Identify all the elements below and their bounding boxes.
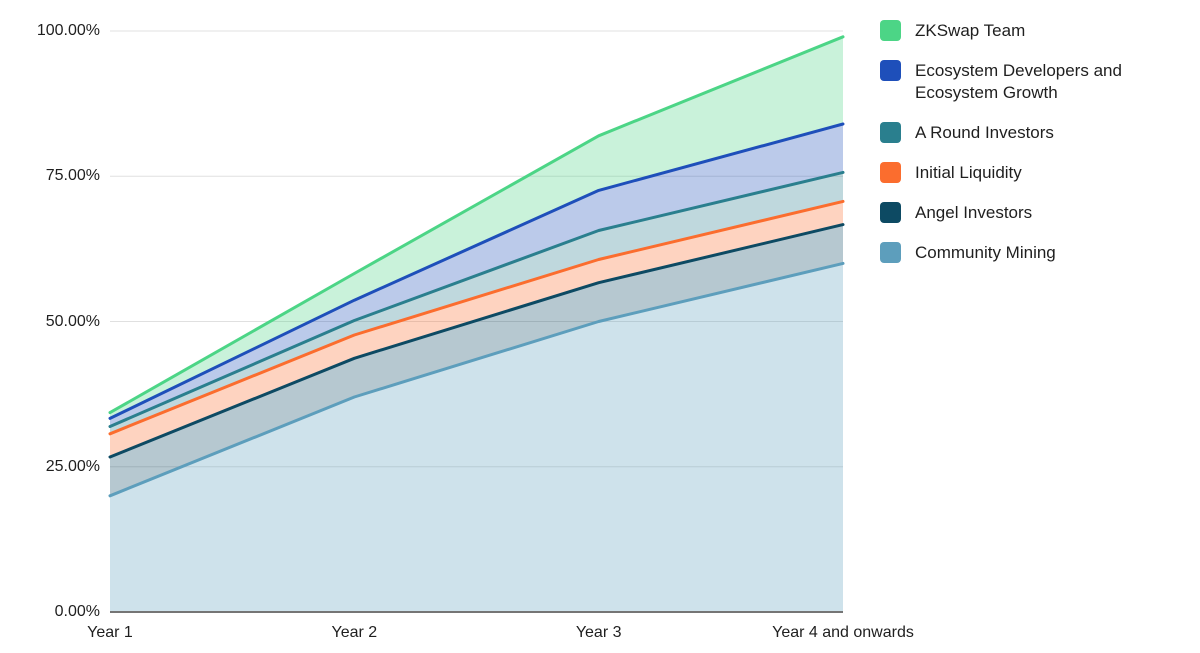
- legend-swatch-icon: [880, 242, 901, 263]
- area-zkswap-team[interactable]: [110, 36, 843, 419]
- line-community-mining[interactable]: [108, 261, 845, 498]
- line-zkswap-team[interactable]: [108, 35, 845, 415]
- x-axis-tick-label: Year 1: [87, 624, 133, 641]
- legend-label: Ecosystem Developers and Ecosystem Growt…: [915, 61, 1122, 102]
- legend-item-a-round-investors[interactable]: A Round Investors: [880, 122, 1180, 144]
- y-axis-tick-label: 0.00%: [54, 603, 100, 620]
- legend-swatch-icon: [880, 202, 901, 223]
- y-axis-tick-label: 25.00%: [45, 457, 100, 475]
- x-axis-tick-label: Year 2: [331, 624, 378, 641]
- line-angel-investors[interactable]: [108, 223, 845, 459]
- y-axis-tick-label: 50.00%: [45, 312, 100, 330]
- legend-label: Community Mining: [915, 243, 1056, 262]
- legend-item-ecosystem-developers-and-ecosystem-growth[interactable]: Ecosystem Developers and Ecosystem Growt…: [880, 60, 1180, 104]
- area-community-mining[interactable]: [110, 263, 843, 612]
- legend-swatch-icon: [880, 60, 901, 81]
- legend-label: ZKSwap Team: [915, 21, 1026, 40]
- legend-swatch-icon: [880, 122, 901, 143]
- legend-swatch-icon: [880, 162, 901, 183]
- line-initial-liquidity[interactable]: [108, 199, 845, 436]
- area-initial-liquidity[interactable]: [110, 201, 843, 457]
- legend-swatch-icon: [880, 20, 901, 41]
- y-axis-tick-label: 75.00%: [45, 167, 100, 185]
- legend-item-community-mining[interactable]: Community Mining: [880, 242, 1180, 264]
- line-a-round-investors[interactable]: [108, 170, 845, 428]
- legend-item-zkswap-team[interactable]: ZKSwap Team: [880, 20, 1180, 42]
- legend-item-angel-investors[interactable]: Angel Investors: [880, 202, 1180, 224]
- legend-label: Angel Investors: [915, 203, 1033, 222]
- line-ecosystem-developers-and-ecosystem-growth[interactable]: [108, 122, 845, 420]
- area-a-round-investors[interactable]: [110, 172, 843, 434]
- x-axis-tick-label: Year 4 and onwards: [772, 624, 914, 641]
- x-axis-tick-label: Year 3: [575, 624, 622, 641]
- legend-label: A Round Investors: [915, 123, 1054, 142]
- legend-item-initial-liquidity[interactable]: Initial Liquidity: [880, 162, 1180, 184]
- legend-label: Initial Liquidity: [915, 163, 1022, 182]
- y-axis-tick-label: 100.00%: [36, 22, 100, 39]
- area-angel-investors[interactable]: [110, 224, 843, 496]
- legend: ZKSwap Team Ecosystem Developers and Ecos…: [880, 20, 1180, 264]
